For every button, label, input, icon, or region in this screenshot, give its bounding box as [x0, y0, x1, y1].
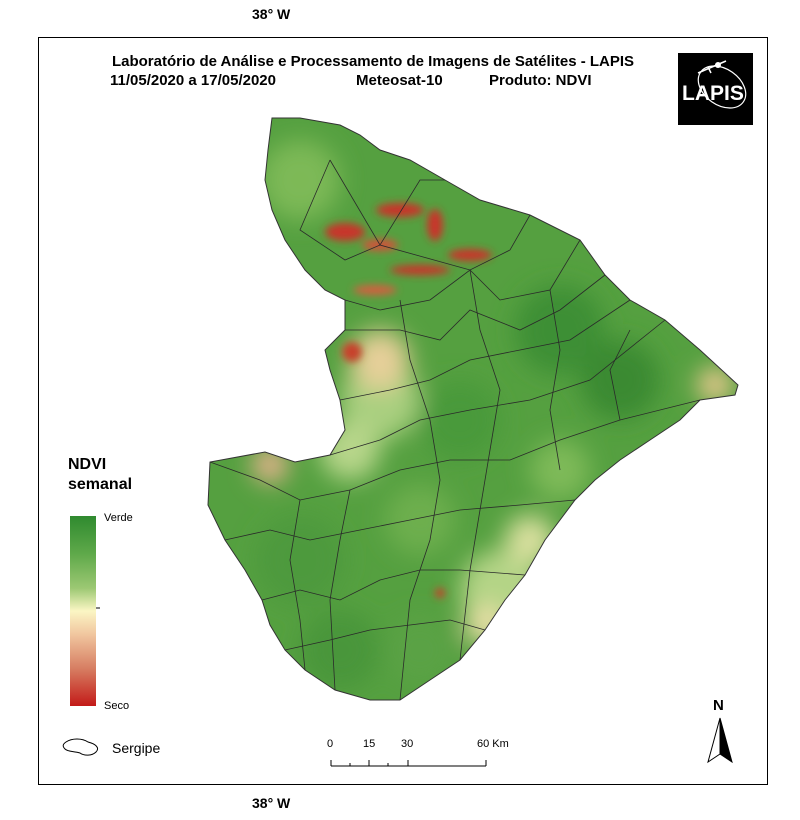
map-title: Laboratório de Análise e Processamento d… — [111, 53, 635, 70]
region-legend-label: Sergipe — [112, 740, 161, 756]
bottom-longitude-label: 38° W — [252, 795, 291, 811]
legend-title-line2: semanal — [68, 476, 133, 493]
municipal-boundaries — [209, 159, 701, 700]
lapis-logo-graphic: LAPIS — [682, 60, 747, 109]
legend-high-label: Verde — [104, 512, 133, 524]
scale-tick-15: 15 — [363, 738, 376, 750]
legend-low-label: Seco — [104, 700, 130, 712]
legend-title-line1: NDVI — [68, 456, 107, 473]
lapis-logo-text: LAPIS — [682, 82, 744, 105]
map-subtitle-satellite: Meteosat-10 — [356, 72, 443, 89]
map-subtitle-dates: 11/05/2020 a 17/05/2020 — [110, 72, 276, 89]
legend-title: NDVI semanal — [68, 455, 132, 495]
scale-tick-60: 60 Km — [477, 738, 509, 750]
lapis-logo: LAPIS — [678, 53, 753, 125]
ndvi-colorbar — [70, 516, 96, 706]
scale-tick-30: 30 — [401, 738, 414, 750]
scale-tick-0: 0 — [327, 738, 334, 750]
top-longitude-label: 38° W — [252, 6, 291, 22]
map-subtitle-product: Produto: NDVI — [489, 72, 592, 89]
north-arrow-label: N — [713, 697, 724, 714]
